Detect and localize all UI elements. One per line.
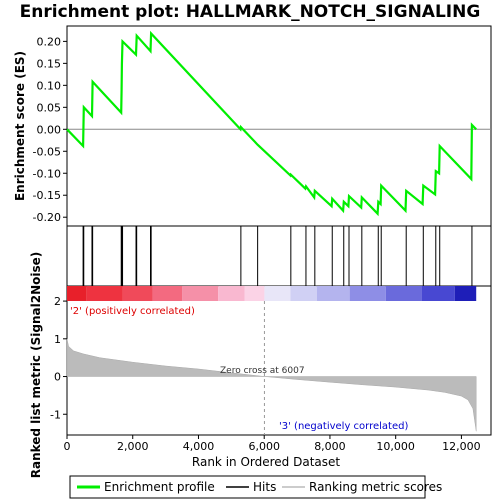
x-tick-label: 8,000: [314, 440, 346, 453]
color-bar-segment: [421, 286, 455, 301]
es-y-tick-label: -0.10: [33, 167, 61, 180]
color-bar-segment: [182, 286, 219, 301]
enrichment-profile-line: [66, 30, 477, 217]
es-y-tick-label: -0.20: [33, 211, 61, 224]
es-panel-frame: [66, 25, 492, 227]
es-y-tick-label: -0.15: [33, 189, 61, 202]
color-bar-segment: [264, 286, 291, 301]
hits-panel-frame: [66, 225, 492, 287]
es-y-tick-label: -0.05: [33, 145, 61, 158]
color-bar-segment: [152, 286, 183, 301]
color-bar-segment: [86, 286, 123, 301]
color-bar-segment: [454, 286, 477, 301]
metric-layer: [66, 301, 477, 435]
color-bar-segment: [385, 286, 422, 301]
metric-y-tick-label: -1: [50, 408, 61, 421]
axis-layer: -0.20 -0.15 -0.10 -0.05 0.00 0.05 0.10 0.15 0.20…: [33, 35, 481, 453]
es-y-axis-label: Enrichment score (ES): [13, 51, 27, 201]
x-tick-label: 10,000: [376, 440, 415, 453]
metric-y-tick-label: 0: [54, 371, 61, 384]
negative-correlation-label: '3' (negatively correlated): [279, 421, 408, 432]
color-bar-segment: [316, 286, 350, 301]
color-bar-segment: [290, 286, 317, 301]
color-bar-segment: [122, 286, 153, 301]
hits-layer: [82, 226, 473, 286]
legend-hits-label: Hits: [253, 480, 276, 494]
color-bar-segment: [67, 286, 87, 301]
metric-y-tick-label: 1: [54, 333, 61, 346]
x-tick-label: 0: [64, 440, 71, 453]
color-bar: [67, 286, 477, 301]
x-tick-label: 4,000: [183, 440, 215, 453]
es-y-tick-label: 0.10: [37, 79, 62, 92]
es-y-tick-label: 0.20: [37, 35, 62, 48]
metric-y-tick-label: 2: [54, 295, 61, 308]
es-y-tick-label: 0.00: [37, 123, 62, 136]
color-bar-segment: [349, 286, 386, 301]
x-tick-label: 6,000: [248, 440, 280, 453]
legend-enrichment-label: Enrichment profile: [104, 480, 215, 494]
color-bar-segment: [244, 286, 265, 301]
es-y-tick-label: 0.05: [37, 101, 62, 114]
es-layer: [66, 30, 491, 217]
x-tick-label: 12,000: [442, 440, 481, 453]
legend-metric-label: Ranking metric scores: [309, 480, 442, 494]
x-tick-label: 2,000: [117, 440, 149, 453]
color-bar-segment: [218, 286, 245, 301]
chart-title: Enrichment plot: HALLMARK_NOTCH_SIGNALIN…: [20, 2, 481, 22]
ranking-metric-area: [66, 338, 477, 432]
positive-correlation-label: '2' (positively correlated): [70, 306, 195, 317]
es-y-tick-label: 0.15: [37, 57, 62, 70]
metric-y-axis-label: Ranked list metric (Signal2Noise): [29, 252, 43, 479]
x-axis-label: Rank in Ordered Dataset: [192, 455, 340, 469]
zero-cross-label: Zero cross at 6007: [220, 366, 305, 376]
